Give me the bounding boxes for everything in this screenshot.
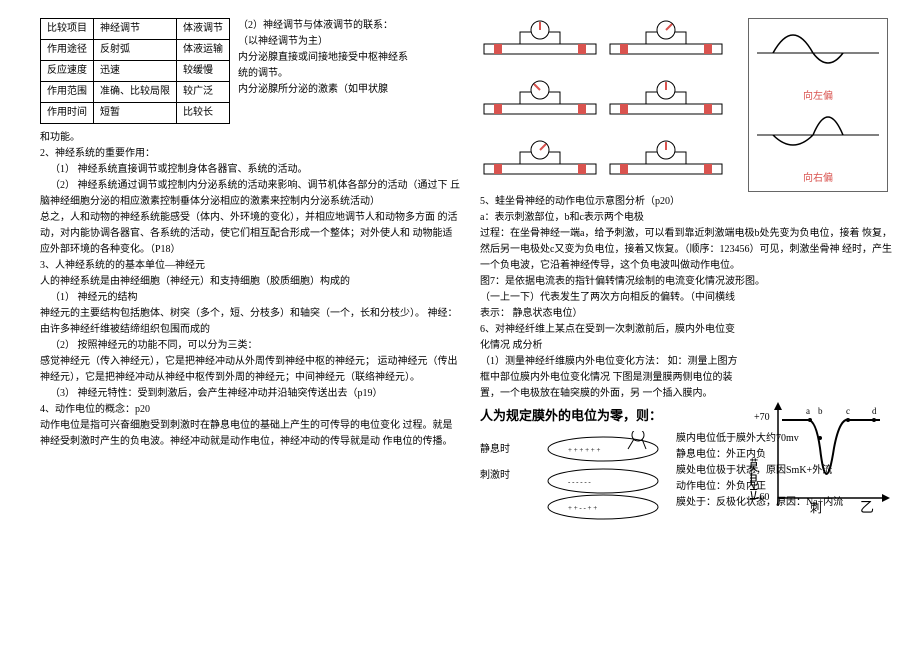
top-row: 比较项目 神经调节 体液调节 作用途径 反射弧 体液运输 反应速度 迅速 较缓慢…: [40, 18, 460, 128]
svg-text:+ + - - + +: + + - - + +: [568, 504, 597, 512]
p5b: 过程：在坐骨神经一端a，给予刺激，可以看到靠近刺激端电极b处先变为负电位，接着 …: [480, 226, 900, 274]
th-1: 神经调节: [94, 19, 177, 40]
membrane-diagram: + + + + + + - - - - - - + + - - + +: [538, 431, 668, 521]
r3c2: 比较长: [177, 103, 230, 124]
ma: a: [806, 406, 810, 416]
body-text: 和功能。 2、神经系统的重要作用： （1） 神经系统直接调节或控制身体各器官、系…: [40, 130, 460, 450]
tt-l3: 内分泌腺直接或间接地接受中枢神经系统的调节。: [238, 50, 408, 82]
p2: 3、人神经系统的的基本单位—神经元: [40, 258, 460, 274]
ybot: -60: [756, 492, 769, 503]
p1: 2、神经系统的重要作用：: [40, 146, 460, 162]
p1a: （1） 神经系统直接调节或控制身体各器官、系统的活动。: [40, 162, 460, 178]
r2c2: 较广泛: [177, 82, 230, 103]
xz: 乙: [860, 500, 874, 516]
wave-left-label: 向左偏: [753, 89, 883, 105]
p3a: 动作电位是指可兴奋细胞受到刺激时在静息电位的基础上产生的可传导的电位变化 过程。…: [40, 418, 460, 450]
r1c0: 反应速度: [41, 61, 94, 82]
r0c2: 体液运输: [177, 40, 230, 61]
circuit-3: [480, 78, 600, 122]
left-column: 比较项目 神经调节 体液调节 作用途径 反射弧 体液运输 反应速度 迅速 较缓慢…: [40, 18, 460, 521]
stim-label: 刺激时: [480, 463, 530, 489]
ytop: +70: [754, 412, 770, 423]
r2c1: 准确、比较局限: [94, 82, 177, 103]
r1c1: 迅速: [94, 61, 177, 82]
potential-graph: 膜电位 +70 -60 a b c d 刺 乙: [750, 398, 890, 518]
top-side-text: （2）神经调节与体液调节的联系： （以神经调节为主） 内分泌腺直接或间接地接受中…: [238, 18, 408, 128]
wave-right-icon: [753, 105, 883, 165]
th-0: 比较项目: [41, 19, 94, 40]
r0c1: 反射弧: [94, 40, 177, 61]
rest-label: 静息时: [480, 437, 530, 463]
state-labels: 静息时 刺激时: [480, 431, 530, 521]
mb: b: [818, 406, 823, 416]
svg-text:+ + + + + +: + + + + + +: [568, 446, 600, 454]
r3c0: 作用时间: [41, 103, 94, 124]
wave-box: 向左偏 向右偏: [748, 18, 888, 192]
p6a: （1）测量神经纤维膜内外电位变化方法： 如：测量上图方框中部位膜内外电位变化情况…: [480, 354, 740, 402]
p5c: 图7：是依据电流表的指针偏转情况绘制的电流变化情况波形图。: [480, 274, 900, 290]
circuit-4: [606, 78, 726, 122]
p2c: 神经元的主要结构包括胞体、树突（多个，短、分枝多）和轴突（一个，长和分枝少）。 …: [40, 306, 460, 338]
p2e: 感觉神经元（传入神经元），它是把神经冲动从外周传到神经中枢的神经元； 运动神经元…: [40, 354, 460, 386]
p1b: （2） 神经系统通过调节或控制内分泌系统的活动来影响、调节机体各部分的活动（通过…: [40, 178, 460, 210]
p5d: （一上一下）代表发生了两次方向相反的偏转。（中间横线表示： 静息状态电位）: [480, 290, 740, 322]
p3: 4、动作电位的概念：p20: [40, 402, 460, 418]
wave-left-icon: [753, 23, 883, 83]
p2d: （2） 按照神经元的功能不同，可以分为三类：: [40, 338, 460, 354]
circuit-1: [480, 18, 600, 62]
p6: 6、对神经纤维上某点在受到一次刺激前后，膜内外电位变化情况 成分析: [480, 322, 740, 354]
p2f: （3） 神经元特性：受到刺激后，会产生神经冲动并沿轴突传送出去（p19）: [40, 386, 460, 402]
tt-l2: （以神经调节为主）: [238, 34, 408, 50]
r1c2: 较缓慢: [177, 61, 230, 82]
md: d: [872, 406, 877, 416]
mc: c: [846, 406, 850, 416]
tt-l4: 内分泌腺所分泌的激素（如甲状腺: [238, 82, 408, 98]
comparison-table: 比较项目 神经调节 体液调节 作用途径 反射弧 体液运输 反应速度 迅速 较缓慢…: [40, 18, 230, 124]
r2c0: 作用范围: [41, 82, 94, 103]
p5: 5、蛙坐骨神经的动作电位示意图分析（p20）: [480, 194, 900, 210]
th-2: 体液调节: [177, 19, 230, 40]
r0c0: 作用途径: [41, 40, 94, 61]
xstim: 刺: [810, 501, 822, 515]
circuit-5: [480, 138, 600, 182]
p2a: 人的神经系统是由神经细胞（神经元）和支持细胞（胶质细胞）构成的: [40, 274, 460, 290]
circuit-2: [606, 18, 726, 62]
p1c: 总之，人和动物的神经系统能感受（体内、外环境的变化），并相应地调节人和动物多方面…: [40, 210, 460, 258]
p2b: （1） 神经元的结构: [40, 290, 460, 306]
wave-right-label: 向右偏: [753, 171, 883, 187]
right-top: 向左偏 向右偏: [480, 18, 900, 192]
p5a: a：表示刺激部位，b和c表示两个电极: [480, 210, 900, 226]
r3c1: 短暂: [94, 103, 177, 124]
circuit-diagrams: [480, 18, 740, 192]
right-column: 向左偏 向右偏 5、蛙坐骨神经的动作电位示意图分析（p20） a：表示刺激部位，…: [480, 18, 900, 521]
circuit-6: [606, 138, 726, 182]
tt-l1: （2）神经调节与体液调节的联系：: [238, 18, 408, 34]
p0: 和功能。: [40, 130, 460, 146]
svg-text:- - - - - -: - - - - - -: [568, 478, 591, 486]
